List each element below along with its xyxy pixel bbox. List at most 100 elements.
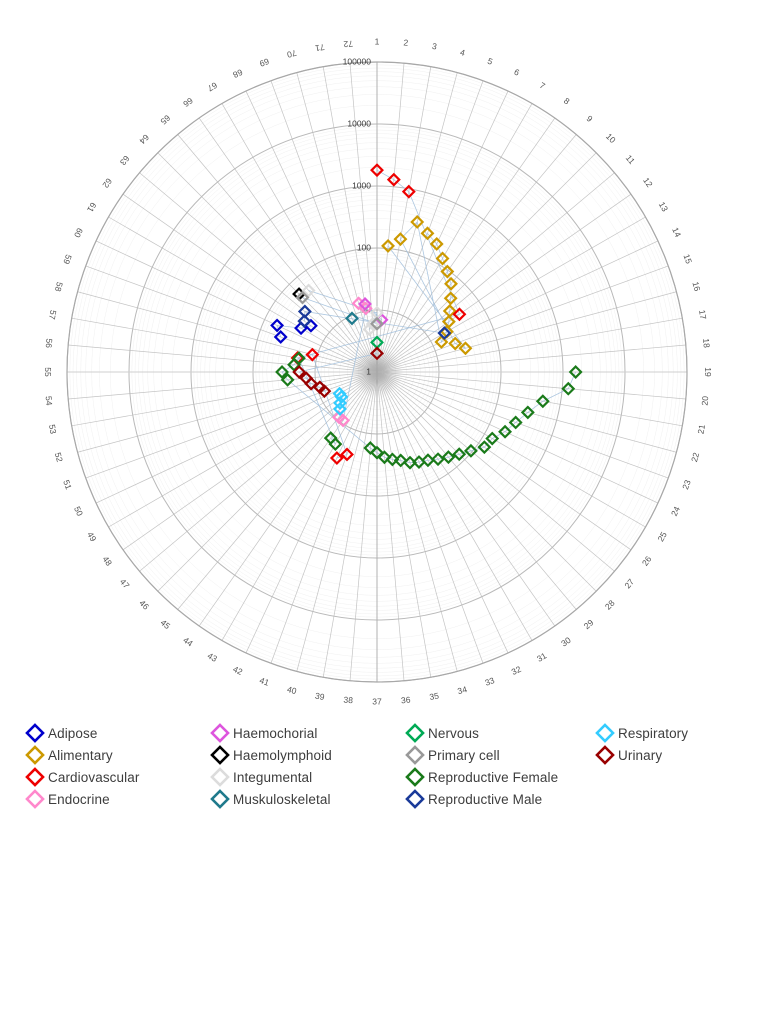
data-point-marker[interactable] [381,238,395,253]
data-point-marker[interactable] [334,389,349,404]
data-point-marker[interactable] [340,447,354,462]
data-point-marker[interactable] [393,232,408,247]
angular-gridline [376,371,686,400]
data-point-marker[interactable] [401,184,416,199]
data-point-marker[interactable] [463,443,478,458]
legend-item-reproductive-female[interactable]: Reproductive Female [402,766,558,788]
data-point-marker[interactable] [295,290,310,305]
angular-tick-label: 49 [85,530,99,543]
legend-item-haemolymphoid[interactable]: Haemolymphoid [207,744,332,766]
data-point-marker[interactable] [431,452,445,467]
data-point-marker[interactable] [291,351,306,366]
data-point-marker[interactable] [452,447,467,462]
data-point-marker[interactable] [412,455,426,469]
angular-gridline [122,193,378,373]
data-point-marker[interactable] [275,365,290,379]
data-point-marker[interactable] [435,251,450,266]
data-point-marker[interactable] [437,326,452,341]
legend-item-cardiovascular[interactable]: Cardiovascular [22,766,139,788]
data-point-marker[interactable] [508,415,523,430]
data-point-marker[interactable] [452,307,467,322]
data-point-marker[interactable] [520,405,535,420]
legend-item-label: Haemolymphoid [233,747,332,763]
data-point-marker[interactable] [332,410,346,425]
radial-tick-label: 1000 [352,180,371,190]
angular-gridline [77,291,378,373]
data-point-marker[interactable] [568,365,583,379]
legend-item-nervous[interactable]: Nervous [402,722,558,744]
data-point-marker[interactable] [434,335,449,349]
angular-tick-label: 22 [689,451,701,463]
angular-gridline [376,371,615,572]
data-point-marker[interactable] [332,386,347,401]
data-point-marker[interactable] [440,264,455,279]
data-point-marker[interactable] [345,311,359,326]
legend-item-muskuloskeletal[interactable]: Muskuloskeletal [207,788,332,810]
angular-gridline [376,371,632,551]
diamond-icon [402,788,428,810]
data-point-marker[interactable] [535,394,550,409]
data-point-marker[interactable] [358,297,372,311]
data-point-marker[interactable] [443,291,458,306]
legend-item-adipose[interactable]: Adipose [22,722,139,744]
radial-tick-label: 1 [366,366,371,376]
data-point-marker[interactable] [458,341,473,356]
angular-tick-label: 63 [118,154,132,168]
legend-item-endocrine[interactable]: Endocrine [22,788,139,810]
data-point-marker[interactable] [386,172,401,187]
diamond-icon [207,788,233,810]
data-point-marker[interactable] [429,236,444,251]
data-point-marker[interactable] [280,372,295,387]
legend-item-label: Nervous [428,725,479,741]
data-point-marker[interactable] [365,316,380,331]
legend-item-haemochorial[interactable]: Haemochorial [207,722,332,744]
data-point-marker[interactable] [363,441,378,455]
data-point-marker[interactable] [485,431,500,446]
angular-gridline [198,371,378,627]
legend-item-urinary[interactable]: Urinary [592,744,688,766]
legend-item-respiratory[interactable]: Respiratory [592,722,688,744]
angular-gridline [376,193,632,373]
legend-column-1: Haemochorial Haemolymphoid Integumental Mus… [207,722,332,810]
data-point-marker[interactable] [561,381,576,396]
angular-gridline [376,371,646,528]
data-point-marker[interactable] [297,304,312,319]
data-point-marker[interactable] [420,226,435,241]
data-point-marker[interactable] [448,336,463,351]
data-point-marker[interactable] [370,346,384,361]
angular-tick-label: 7 [538,80,547,91]
data-point-marker[interactable] [370,163,384,178]
data-point-marker[interactable] [336,413,351,428]
data-point-marker[interactable] [297,314,312,329]
angular-gridline [221,103,378,373]
legend-item-primary-cell[interactable]: Primary cell [402,744,558,766]
data-point-marker[interactable] [329,451,344,466]
data-point-marker[interactable] [317,384,332,399]
data-point-marker[interactable] [301,283,316,298]
data-point-marker[interactable] [370,316,384,331]
data-point-marker[interactable] [273,329,288,344]
data-point-marker[interactable] [498,424,513,439]
data-point-marker[interactable] [444,276,458,291]
legend-item-reproductive-male[interactable]: Reproductive Male [402,788,558,810]
angular-tick-label: 64 [137,132,151,146]
legend-item-integumental[interactable]: Integumental [207,766,332,788]
data-point-marker[interactable] [323,431,338,446]
angular-gridline [376,371,677,453]
polar-scatter-chart: 1 2 34567891011121314151617181920212223242… [43,36,713,706]
angular-tick-label: 28 [603,598,617,612]
data-point-marker[interactable] [304,376,319,391]
data-point-marker[interactable] [292,365,307,379]
data-point-marker[interactable] [410,215,425,229]
legend-item-alimentary[interactable]: Alimentary [22,744,139,766]
data-point-marker[interactable] [420,453,435,468]
data-point-marker[interactable] [477,440,492,455]
data-point-marker[interactable] [362,322,377,337]
series-group [381,215,473,356]
data-point-marker[interactable] [441,450,456,465]
diamond-icon [207,722,233,744]
data-point-marker[interactable] [305,347,320,362]
data-point-marker[interactable] [332,402,347,417]
data-point-marker[interactable] [270,318,285,333]
angular-gridline [349,371,378,681]
